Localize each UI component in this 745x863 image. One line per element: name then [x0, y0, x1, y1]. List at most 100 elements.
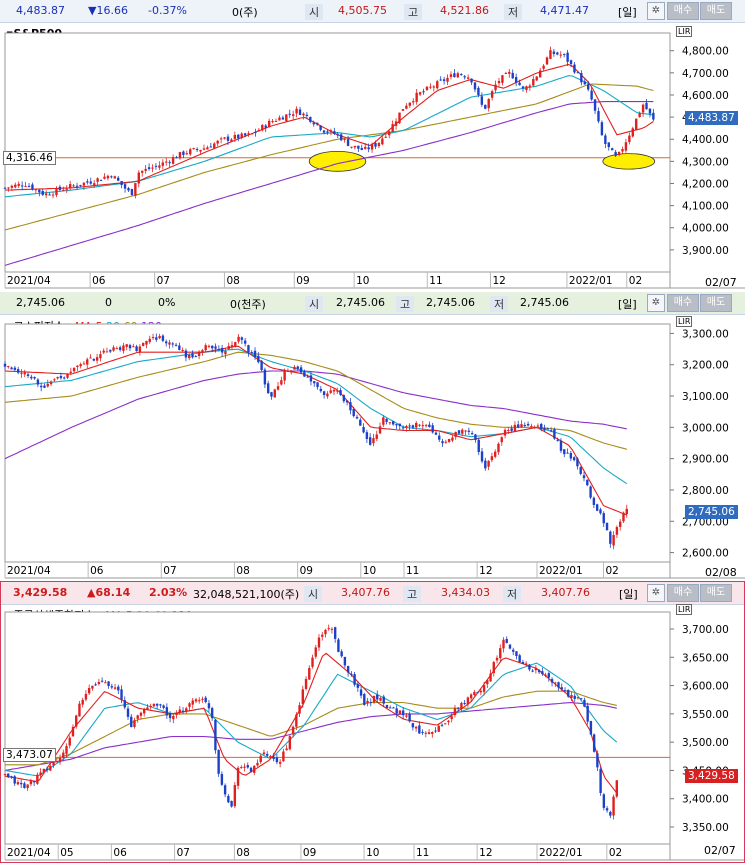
- candle-body: [628, 135, 631, 143]
- candle-body: [482, 685, 486, 692]
- x-tick-label: 12: [479, 847, 492, 859]
- period-label[interactable]: [일]: [618, 298, 637, 311]
- settings-button[interactable]: ✲: [647, 2, 665, 20]
- lir-toggle[interactable]: LIR: [676, 26, 693, 37]
- candle-body: [589, 720, 593, 735]
- sell-button[interactable]: 매도: [700, 294, 732, 312]
- candle-body: [127, 188, 130, 191]
- candle-body: [32, 781, 36, 783]
- candle-body: [518, 82, 521, 86]
- sell-button[interactable]: 매도: [700, 584, 732, 602]
- candle-body: [418, 424, 421, 426]
- candle-body: [23, 783, 26, 789]
- last-price: 3,429.58: [13, 586, 68, 599]
- candle-body: [466, 697, 470, 705]
- candle-body: [477, 439, 480, 453]
- candle-body: [120, 180, 123, 185]
- candle-body: [299, 367, 303, 373]
- candle-body: [168, 713, 172, 719]
- candle-body: [438, 435, 441, 440]
- change-pct: -0.37%: [148, 4, 187, 17]
- lir-toggle[interactable]: LIR: [676, 604, 693, 615]
- candle-body: [353, 674, 356, 685]
- candle-body: [260, 360, 263, 371]
- candle-body: [147, 167, 151, 169]
- candle-body: [611, 148, 614, 151]
- candle-body: [139, 712, 143, 716]
- plot-area: [4, 323, 671, 563]
- candle-body: [473, 691, 476, 695]
- candle-body: [30, 376, 33, 379]
- candle-body: [62, 752, 65, 758]
- candle-body: [444, 441, 448, 443]
- candle-body: [58, 758, 62, 763]
- candle-body: [87, 687, 91, 694]
- candle-body: [75, 715, 78, 727]
- candle-body: [346, 139, 350, 146]
- candle-body: [567, 689, 570, 697]
- candle-body: [288, 113, 291, 115]
- candle-body: [534, 668, 538, 671]
- buy-button[interactable]: 매수: [667, 294, 699, 312]
- candle-body: [493, 451, 497, 457]
- x-tick-label: 08: [226, 275, 239, 287]
- candle-body: [184, 350, 188, 358]
- candle-body: [398, 710, 402, 715]
- candle-body: [329, 130, 333, 132]
- candle-body: [586, 84, 590, 90]
- candle-body: [181, 710, 185, 712]
- candle-body: [544, 674, 547, 676]
- candle-body: [20, 185, 24, 187]
- candle-body: [362, 426, 365, 433]
- candle-body: [479, 690, 483, 693]
- buy-button[interactable]: 매수: [667, 2, 699, 20]
- settings-button[interactable]: ✲: [647, 584, 665, 602]
- candle-body: [234, 342, 237, 347]
- candle-body: [648, 108, 652, 114]
- candle-body: [514, 77, 518, 83]
- lir-toggle[interactable]: LIR: [676, 316, 693, 327]
- candle-body: [10, 185, 14, 188]
- last-price-label: 2,745.06: [685, 505, 738, 519]
- candle-body: [51, 194, 55, 196]
- candle-body: [308, 668, 311, 680]
- settings-button[interactable]: ✲: [647, 294, 665, 312]
- candle-body: [359, 689, 363, 696]
- candle-body: [398, 423, 401, 427]
- candle-body: [194, 356, 198, 358]
- candle-body: [296, 366, 299, 369]
- candle-body: [216, 140, 219, 144]
- y-tick-label: 4,200.00: [682, 178, 729, 190]
- candle-body: [545, 57, 549, 65]
- candle-body: [508, 71, 511, 74]
- last-price: 2,745.06: [16, 296, 65, 309]
- candle-body: [566, 452, 569, 454]
- candle-body: [317, 637, 321, 648]
- candle-body: [405, 426, 408, 428]
- low-label: 저: [504, 4, 523, 20]
- candle-body: [86, 181, 89, 183]
- candle-body: [188, 703, 191, 707]
- ma5-line: [4, 652, 618, 794]
- candle-body: [291, 114, 295, 116]
- candle-body: [257, 129, 261, 132]
- buy-button[interactable]: 매수: [667, 584, 699, 602]
- candle-body: [95, 357, 99, 361]
- candle-body: [135, 346, 138, 352]
- candle-body: [16, 369, 20, 373]
- candle-body: [609, 811, 612, 816]
- candle-body: [447, 720, 450, 723]
- candle-body: [446, 77, 449, 82]
- candle-body: [89, 181, 92, 184]
- candle-body: [311, 657, 314, 667]
- ma60-line: [4, 83, 654, 231]
- candle-body: [391, 124, 394, 132]
- candle-body: [288, 736, 292, 750]
- candle-body: [301, 689, 305, 704]
- period-label[interactable]: [일]: [618, 6, 637, 19]
- candle-body: [453, 708, 457, 716]
- candle-body: [104, 682, 107, 684]
- sell-button[interactable]: 매도: [700, 2, 732, 20]
- candle-body: [589, 486, 592, 498]
- period-label[interactable]: [일]: [619, 588, 638, 601]
